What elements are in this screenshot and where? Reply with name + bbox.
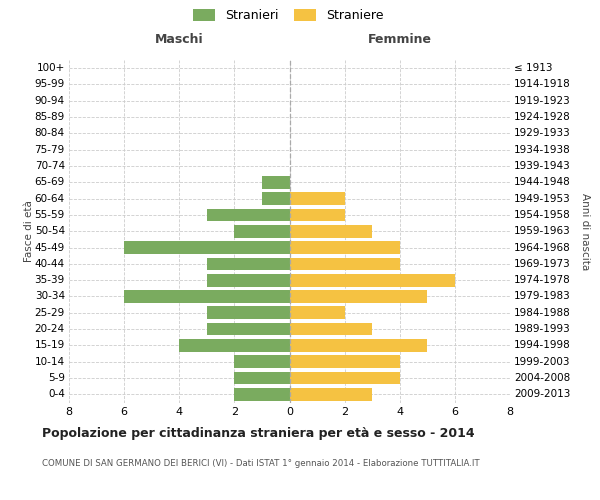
Bar <box>207 306 290 319</box>
Bar <box>207 208 290 222</box>
Bar <box>262 176 290 188</box>
Bar <box>290 241 400 254</box>
Bar <box>124 290 290 303</box>
Bar <box>290 258 400 270</box>
Y-axis label: Anni di nascita: Anni di nascita <box>580 192 590 270</box>
Bar <box>290 372 400 384</box>
Bar <box>207 274 290 286</box>
Text: Maschi: Maschi <box>155 34 203 46</box>
Bar <box>235 388 290 400</box>
Bar <box>262 192 290 205</box>
Y-axis label: Fasce di età: Fasce di età <box>24 200 34 262</box>
Legend: Stranieri, Straniere: Stranieri, Straniere <box>190 6 386 25</box>
Bar <box>290 322 372 336</box>
Bar <box>290 192 344 205</box>
Text: Femmine: Femmine <box>368 34 432 46</box>
Bar <box>290 306 344 319</box>
Bar <box>235 225 290 237</box>
Bar <box>290 356 400 368</box>
Text: Popolazione per cittadinanza straniera per età e sesso - 2014: Popolazione per cittadinanza straniera p… <box>42 428 475 440</box>
Bar <box>290 225 372 237</box>
Bar <box>290 339 427 352</box>
Bar <box>235 372 290 384</box>
Bar <box>124 241 290 254</box>
Text: COMUNE DI SAN GERMANO DEI BERICI (VI) - Dati ISTAT 1° gennaio 2014 - Elaborazion: COMUNE DI SAN GERMANO DEI BERICI (VI) - … <box>42 459 479 468</box>
Bar <box>290 388 372 400</box>
Bar <box>290 290 427 303</box>
Bar <box>207 258 290 270</box>
Bar <box>290 208 344 222</box>
Bar <box>235 356 290 368</box>
Bar <box>207 322 290 336</box>
Bar <box>179 339 290 352</box>
Bar <box>290 274 455 286</box>
